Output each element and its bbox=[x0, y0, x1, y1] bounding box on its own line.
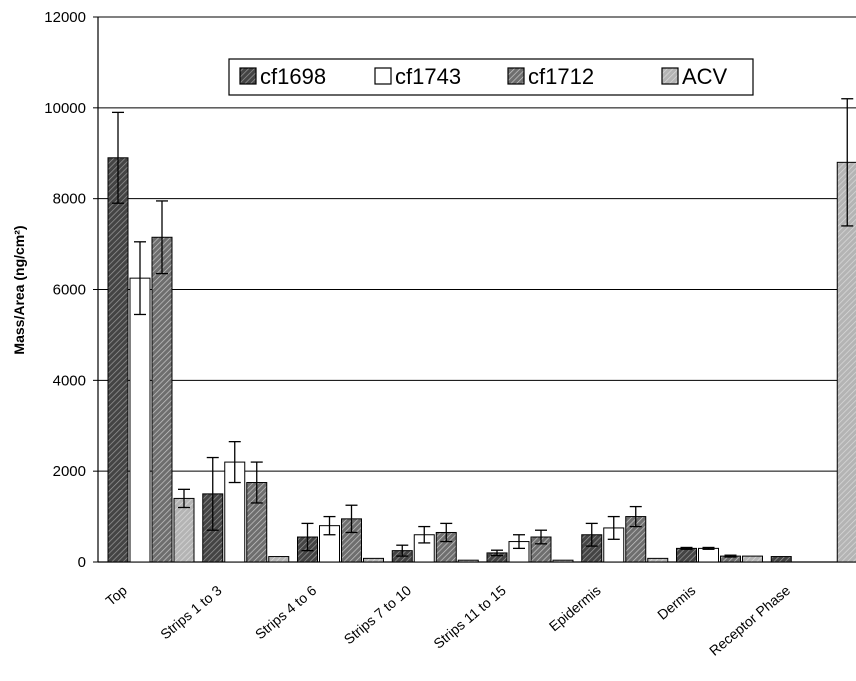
bar-cf1743-0 bbox=[129, 277, 151, 563]
bar-ACV-2 bbox=[363, 557, 384, 563]
bar-cf1712-0 bbox=[151, 236, 173, 563]
bar-ACV-5 bbox=[647, 557, 669, 563]
category-label: Top bbox=[102, 582, 130, 609]
legend-swatch-ACV bbox=[661, 67, 679, 85]
y-tick-label: 2000 bbox=[53, 463, 86, 480]
bar-cf1743-6 bbox=[698, 547, 719, 563]
bar-ACV-1 bbox=[268, 556, 290, 563]
bar-ACV-3 bbox=[457, 559, 479, 563]
error-bars bbox=[112, 98, 854, 558]
legend-swatch-cf1698 bbox=[239, 67, 257, 85]
legend-swatch-cf1743 bbox=[374, 67, 392, 85]
bars bbox=[107, 157, 856, 563]
category-label: Strips 4 to 6 bbox=[252, 582, 320, 642]
y-tick-label: 6000 bbox=[53, 282, 86, 299]
legend: cf1698 cf1743 cf1712 ACV bbox=[228, 58, 754, 96]
grid-lines bbox=[98, 16, 856, 472]
y-tick-label: 4000 bbox=[53, 372, 86, 389]
legend-swatch-cf1712 bbox=[507, 67, 525, 85]
y-tick-label: 0 bbox=[78, 554, 86, 571]
y-tick-label: 8000 bbox=[53, 191, 86, 208]
y-axis-label: Mass/Area (ng/cm²) bbox=[11, 225, 27, 354]
legend-label-ACV: ACV bbox=[682, 64, 728, 89]
category-label: Dermis bbox=[654, 582, 698, 623]
category-label: Strips 7 to 10 bbox=[341, 582, 415, 647]
legend-label-cf1698: cf1698 bbox=[260, 64, 326, 89]
bar-cf1698-6 bbox=[676, 547, 697, 563]
y-tick-labels: 0 2000 4000 6000 8000 10000 12000 bbox=[44, 9, 86, 571]
bar-cf1698-0 bbox=[107, 157, 129, 563]
bar-cf1698-receptor bbox=[770, 556, 792, 563]
bar-ACV-6 bbox=[742, 555, 763, 563]
legend-label-cf1712: cf1712 bbox=[528, 64, 594, 89]
legend-label-cf1743: cf1743 bbox=[395, 64, 461, 89]
category-label: Strips 11 to 15 bbox=[430, 582, 509, 652]
category-labels: Top Strips 1 to 3 Strips 4 to 6 Strips 7 to… bbox=[102, 582, 793, 659]
category-label: Strips 1 to 3 bbox=[157, 582, 225, 642]
y-tick-label: 10000 bbox=[44, 100, 86, 117]
category-label: Receptor Phase bbox=[706, 582, 793, 659]
category-label: Epidermis bbox=[546, 582, 604, 634]
bar-ACV-4 bbox=[552, 559, 574, 563]
y-tick-label: 12000 bbox=[44, 9, 86, 26]
